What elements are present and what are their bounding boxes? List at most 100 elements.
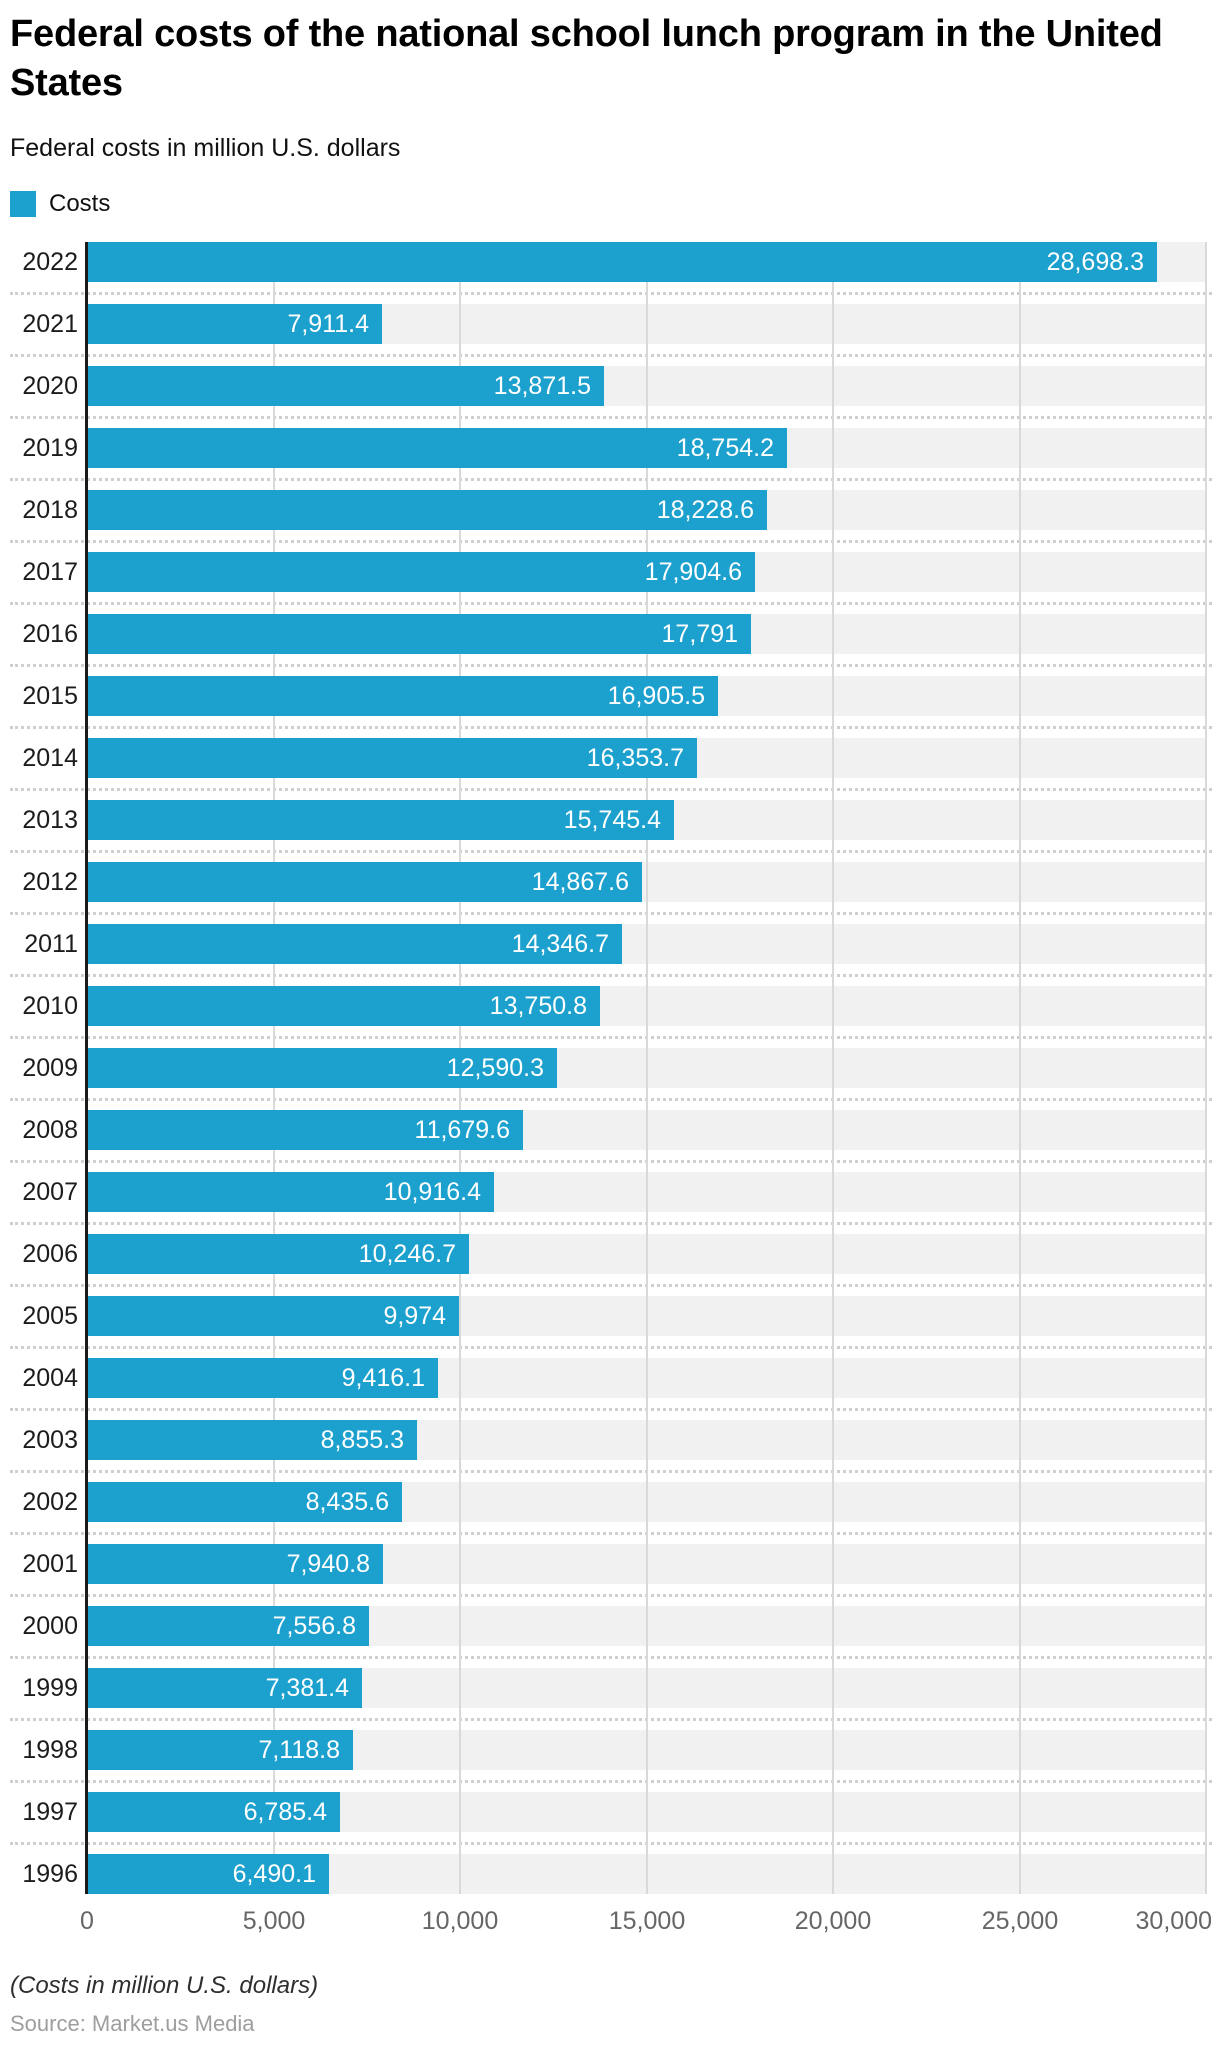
value-label: 16,905.5 [607, 682, 705, 710]
value-label: 7,911.4 [287, 310, 369, 338]
category-label: 1999 [22, 1674, 78, 1702]
gridline [646, 242, 648, 1894]
bar: 14,867.6 [87, 862, 642, 902]
row-separator [10, 478, 1212, 481]
bar: 7,940.8 [87, 1544, 383, 1584]
value-label: 17,904.6 [644, 558, 742, 586]
row-separator [10, 292, 1212, 295]
row-separator [10, 1160, 1212, 1163]
bar: 13,871.5 [87, 366, 604, 406]
value-label: 15,745.4 [563, 806, 661, 834]
category-label: 2004 [22, 1364, 78, 1392]
value-label: 16,353.7 [586, 744, 684, 772]
category-label: 2019 [22, 434, 78, 462]
bar: 7,556.8 [87, 1606, 369, 1646]
bar: 6,785.4 [87, 1792, 340, 1832]
row-separator [10, 1036, 1212, 1039]
bar: 13,750.8 [87, 986, 600, 1026]
category-label: 1996 [22, 1860, 78, 1888]
category-label: 2009 [22, 1054, 78, 1082]
gridline [832, 242, 834, 1894]
value-label: 11,679.6 [414, 1116, 510, 1144]
gridline [1019, 242, 1021, 1894]
row-separator [10, 416, 1212, 419]
row-separator [10, 1532, 1212, 1535]
x-tick-label: 15,000 [608, 1907, 686, 1935]
x-tick-label: 25,000 [981, 1907, 1059, 1935]
row-separator [10, 1656, 1212, 1659]
legend-swatch [10, 191, 36, 217]
row-separator [10, 1842, 1212, 1845]
value-label: 10,246.7 [358, 1240, 456, 1268]
page-title: Federal costs of the national school lun… [10, 13, 1163, 104]
row-separator [10, 664, 1212, 667]
x-tick-label: 30,000 [1135, 1907, 1212, 1935]
bar: 8,855.3 [87, 1420, 417, 1460]
value-label: 17,791 [661, 620, 738, 648]
value-label: 14,346.7 [511, 930, 609, 958]
row-separator [10, 1780, 1212, 1783]
y-axis-line [85, 242, 88, 1894]
category-label: 2021 [22, 310, 78, 338]
row-separator [10, 1346, 1212, 1349]
row-separator [10, 788, 1212, 791]
category-label: 2003 [22, 1426, 78, 1454]
category-label: 2015 [22, 682, 78, 710]
category-label: 1997 [22, 1798, 78, 1826]
category-label: 2022 [22, 248, 78, 276]
row-separator [10, 1098, 1212, 1101]
source-line: Source: Market.us Media [10, 2011, 255, 2036]
chart: 2022 28,698.3 2021 7,911.4 2020 13,871.5… [0, 242, 1220, 1894]
value-label: 8,435.6 [305, 1488, 389, 1516]
category-label: 2014 [22, 744, 78, 772]
footnote: (Costs in million U.S. dollars) [10, 1972, 319, 1999]
bar: 18,754.2 [87, 428, 787, 468]
row-separator [10, 726, 1212, 729]
value-label: 7,940.8 [286, 1550, 370, 1578]
value-label: 6,490.1 [232, 1860, 316, 1888]
value-label: 7,118.8 [258, 1736, 340, 1764]
infographic: Federal costs of the national school lun… [0, 10, 1220, 2056]
row-separator [10, 1222, 1212, 1225]
x-axis: 0 5,000 10,000 15,000 20,000 25,000 30,000 [0, 1894, 1220, 1942]
bar: 7,381.4 [87, 1668, 362, 1708]
bar: 28,698.3 [87, 242, 1157, 282]
x-tick-label: 0 [80, 1907, 94, 1935]
x-tick-label: 5,000 [242, 1907, 306, 1935]
bar: 17,791 [87, 614, 751, 654]
row-separator [10, 602, 1212, 605]
bar: 9,416.1 [87, 1358, 438, 1398]
row-separator [10, 1284, 1212, 1287]
category-label: 2018 [22, 496, 78, 524]
value-label: 18,228.6 [656, 496, 754, 524]
value-label: 9,974 [383, 1302, 446, 1330]
row-separator [10, 540, 1212, 543]
value-label: 13,871.5 [493, 372, 591, 400]
category-label: 2013 [22, 806, 78, 834]
value-label: 28,698.3 [1046, 248, 1144, 276]
x-tick-label: 20,000 [794, 1907, 872, 1935]
bar: 17,904.6 [87, 552, 755, 592]
value-label: 6,785.4 [243, 1798, 327, 1826]
value-label: 7,556.8 [272, 1612, 356, 1640]
category-label: 2012 [22, 868, 78, 896]
row-separator [10, 974, 1212, 977]
bar: 7,911.4 [87, 304, 382, 344]
category-label: 2007 [22, 1178, 78, 1206]
bar: 7,118.8 [87, 1730, 353, 1770]
bar: 15,745.4 [87, 800, 674, 840]
value-label: 10,916.4 [383, 1178, 481, 1206]
bar: 9,974 [87, 1296, 459, 1336]
value-label: 8,855.3 [320, 1426, 404, 1454]
row-separator [10, 1594, 1212, 1597]
gridline [1205, 242, 1207, 1894]
chart-subtitle: Federal costs in million U.S. dollars [10, 134, 401, 162]
value-label: 18,754.2 [676, 434, 774, 462]
category-label: 2020 [22, 372, 78, 400]
x-tick-label: 10,000 [421, 1907, 499, 1935]
row-separator [10, 354, 1212, 357]
bar: 11,679.6 [87, 1110, 523, 1150]
row-separator [10, 1470, 1212, 1473]
value-label: 9,416.1 [341, 1364, 425, 1392]
category-label: 1998 [22, 1736, 78, 1764]
